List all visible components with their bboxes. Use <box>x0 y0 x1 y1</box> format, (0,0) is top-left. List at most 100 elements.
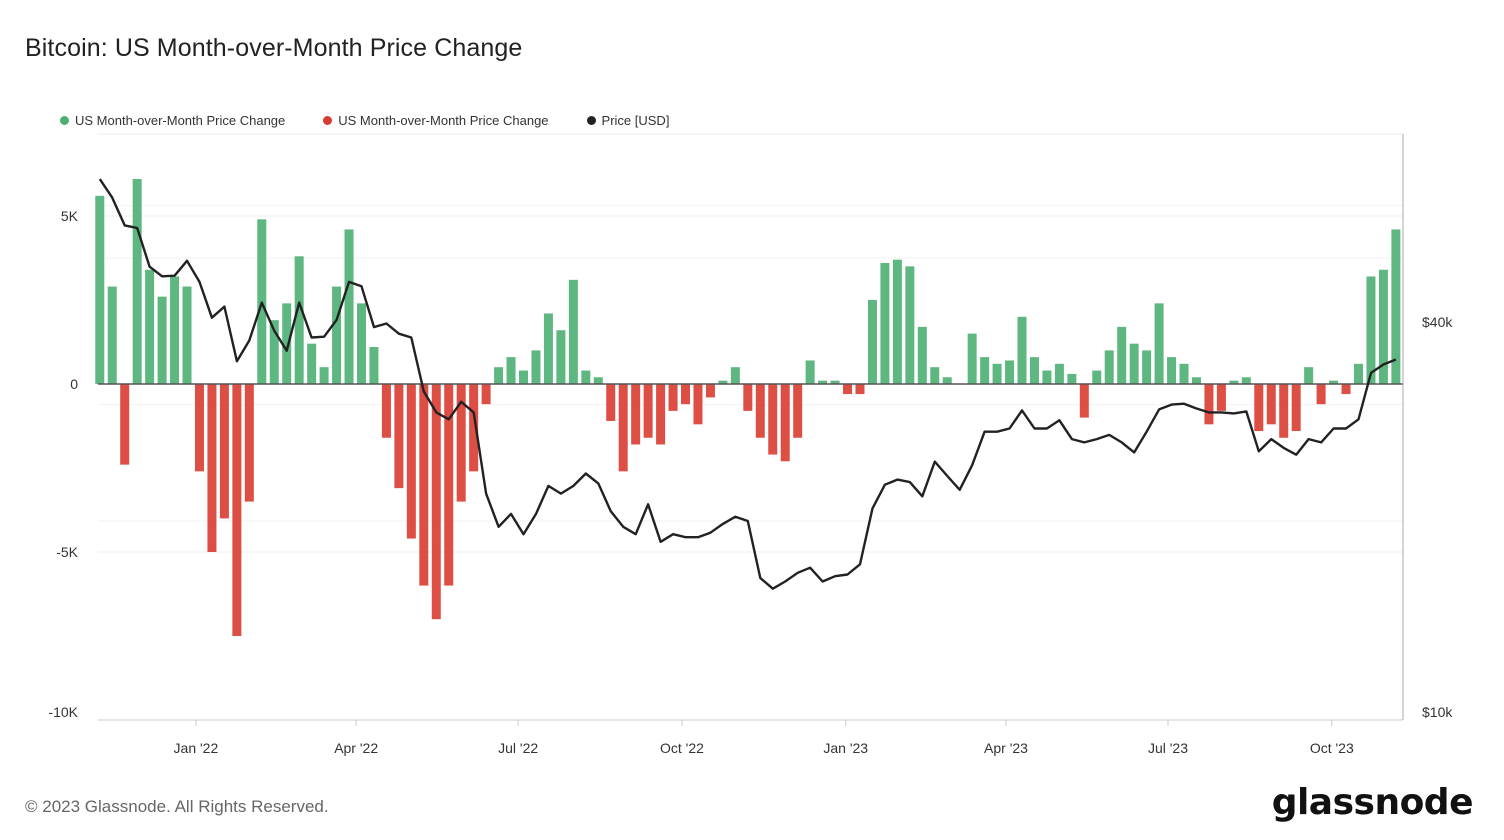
bar-negative <box>207 383 217 552</box>
left-axis-ticks: 5K 0 -5K -10K <box>48 208 78 720</box>
bar-positive <box>556 330 566 384</box>
bar-positive <box>543 313 553 384</box>
price-line <box>98 178 1397 590</box>
bar-positive <box>1092 370 1102 384</box>
bar-positive <box>1179 363 1189 384</box>
bar-positive <box>581 370 591 384</box>
x-axis-tick-label: Jan '22 <box>174 740 219 756</box>
bar-positive <box>917 326 927 384</box>
x-axis-tick-label: Jul '22 <box>498 740 538 756</box>
legend-dot-black <box>586 116 596 125</box>
right-axis-ticks: $40k $10k <box>1422 314 1453 720</box>
bar-negative <box>406 383 416 539</box>
bar-positive <box>307 343 317 384</box>
bar-positive <box>132 179 142 384</box>
bar-positive <box>1391 229 1401 384</box>
bar-positive <box>980 357 990 384</box>
bar-positive <box>282 303 292 384</box>
bar-negative <box>1341 383 1351 395</box>
bar-negative <box>381 383 391 438</box>
bar-negative <box>232 383 242 636</box>
bar-positive <box>880 263 890 384</box>
left-axis-tick-label: -5K <box>56 544 78 560</box>
bar-negative <box>668 383 678 411</box>
x-axis-tick-label: Apr '22 <box>334 740 378 756</box>
bar-negative <box>1266 383 1276 425</box>
bar-negative <box>431 383 441 620</box>
legend-dot-green <box>60 116 69 125</box>
bar-negative <box>693 383 703 425</box>
bar-positive <box>967 333 977 384</box>
bar-negative <box>1216 383 1226 411</box>
bar-negative <box>444 383 454 586</box>
bar-negative <box>1316 383 1326 405</box>
legend-item-negative-change[interactable]: US Month-over-Month Price Change <box>323 113 549 128</box>
bar-positive <box>1017 316 1027 384</box>
bar-positive <box>867 299 877 384</box>
bar-negative <box>631 383 641 445</box>
mom-change-bars <box>95 179 1401 636</box>
bar-positive <box>269 320 279 384</box>
bar-positive <box>145 269 155 384</box>
bar-negative <box>656 383 666 445</box>
chart-title: Bitcoin: US Month-over-Month Price Chang… <box>25 34 523 62</box>
legend-dot-red <box>323 116 333 125</box>
bar-positive <box>1191 377 1201 384</box>
bar-negative <box>194 383 204 472</box>
bar-positive <box>1304 367 1314 384</box>
bar-positive <box>332 286 342 384</box>
bar-negative <box>1279 383 1289 438</box>
bar-negative <box>1291 383 1301 432</box>
bar-positive <box>182 286 192 384</box>
bar-negative <box>394 383 404 489</box>
bar-positive <box>1054 363 1064 384</box>
bar-positive <box>818 380 828 384</box>
x-axis-tick-label: Jan '23 <box>823 740 868 756</box>
bar-negative <box>419 383 429 586</box>
bar-negative <box>855 383 865 395</box>
bar-negative <box>793 383 803 438</box>
bar-negative <box>1254 383 1264 432</box>
bar-positive <box>157 296 167 384</box>
bar-negative <box>755 383 765 438</box>
bar-positive <box>568 279 578 384</box>
bar-positive <box>369 347 379 384</box>
left-axis-tick-label: -10K <box>48 704 78 720</box>
bar-positive <box>905 266 915 384</box>
x-axis-tick-label: Oct '22 <box>660 740 704 756</box>
x-axis-ticks: Jan '22 Apr '22 Jul '22 Oct '22 Jan '23 Apr '… <box>174 720 1354 756</box>
legend-item-price[interactable]: Price [USD] <box>586 113 670 128</box>
legend-label: Price [USD] <box>601 113 670 128</box>
bar-positive <box>294 256 304 384</box>
bar-positive <box>1104 350 1114 384</box>
bar-positive <box>1142 350 1152 384</box>
left-axis-tick-label: 0 <box>70 376 78 392</box>
right-axis-tick-label: $10k <box>1422 704 1453 720</box>
bar-positive <box>506 357 516 384</box>
bar-negative <box>768 383 778 455</box>
bar-negative <box>1079 383 1089 418</box>
bar-positive <box>1241 377 1251 384</box>
bar-positive <box>1353 363 1363 384</box>
bar-positive <box>1029 357 1039 384</box>
bar-negative <box>481 383 491 405</box>
bar-positive <box>730 367 740 384</box>
bar-positive <box>519 370 529 384</box>
bar-positive <box>718 380 728 384</box>
bar-positive <box>95 195 105 384</box>
bar-positive <box>170 276 180 384</box>
x-axis-tick-label: Oct '23 <box>1310 740 1354 756</box>
bar-positive <box>593 377 603 384</box>
legend-item-positive-change[interactable]: US Month-over-Month Price Change <box>60 113 285 128</box>
bar-positive <box>1366 276 1376 384</box>
glassnode-logo: glassnode <box>1271 782 1474 823</box>
bar-positive <box>1005 360 1015 384</box>
bar-negative <box>1204 383 1214 425</box>
legend-label: US Month-over-Month Price Change <box>338 113 549 128</box>
bar-positive <box>805 360 815 384</box>
bar-negative <box>456 383 466 502</box>
bar-positive <box>930 367 940 384</box>
bar-positive <box>1329 380 1339 384</box>
bar-positive <box>1229 380 1239 384</box>
